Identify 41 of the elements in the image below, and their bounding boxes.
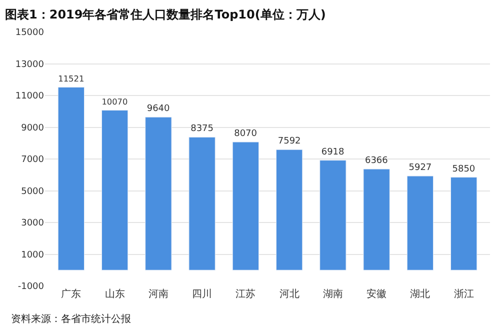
data-label: 6918 <box>321 147 345 158</box>
y-tick-label: -1000 <box>18 282 44 292</box>
x-tick-label: 安徽 <box>366 288 387 300</box>
data-label: 8375 <box>190 124 214 134</box>
bar <box>406 176 434 270</box>
y-tick-label: 7000 <box>21 155 44 166</box>
x-tick-label: 四川 <box>192 288 212 300</box>
bar <box>101 110 128 270</box>
y-tick-label: 5000 <box>21 186 44 197</box>
y-tick-label: 3000 <box>21 218 44 229</box>
bar <box>145 116 172 270</box>
x-tick-label: 河北 <box>279 288 300 300</box>
data-label: 7592 <box>278 136 301 147</box>
bar <box>320 160 346 270</box>
chart-title: 图表1：2019年各省常住人口数量排名Top10(单位：万人) <box>5 7 326 22</box>
data-label: 6366 <box>364 156 388 166</box>
bar <box>276 149 303 270</box>
data-label: 5927 <box>408 163 432 174</box>
data-label: 11521 <box>58 73 84 84</box>
bar <box>450 177 478 270</box>
data-label: 10070 <box>102 96 128 107</box>
text: 资料来源：各省市统计公报 <box>11 313 131 325</box>
y-tick-label: 11000 <box>15 92 44 102</box>
y-tick-label: 13000 <box>15 60 44 70</box>
x-tick-label: 山东 <box>104 288 125 300</box>
bar <box>58 86 85 270</box>
x-tick-label: 湖南 <box>322 288 343 300</box>
x-tick-label: 湖北 <box>410 288 430 300</box>
x-tick-label: 河南 <box>148 288 168 300</box>
bar <box>363 168 390 270</box>
x-tick-label: 江苏 <box>236 288 256 300</box>
bar <box>232 142 260 270</box>
x-tick-label: 浙江 <box>454 288 474 300</box>
x-tick-label: 广东 <box>61 288 82 300</box>
data-label: 9640 <box>146 104 170 114</box>
data-label: 5850 <box>452 164 476 174</box>
y-tick-label: 9000 <box>21 123 44 134</box>
bar <box>188 136 216 270</box>
y-tick-label: 1000 <box>21 250 44 260</box>
y-tick-label: 15000 <box>15 28 44 38</box>
data-label: 8070 <box>234 129 258 140</box>
